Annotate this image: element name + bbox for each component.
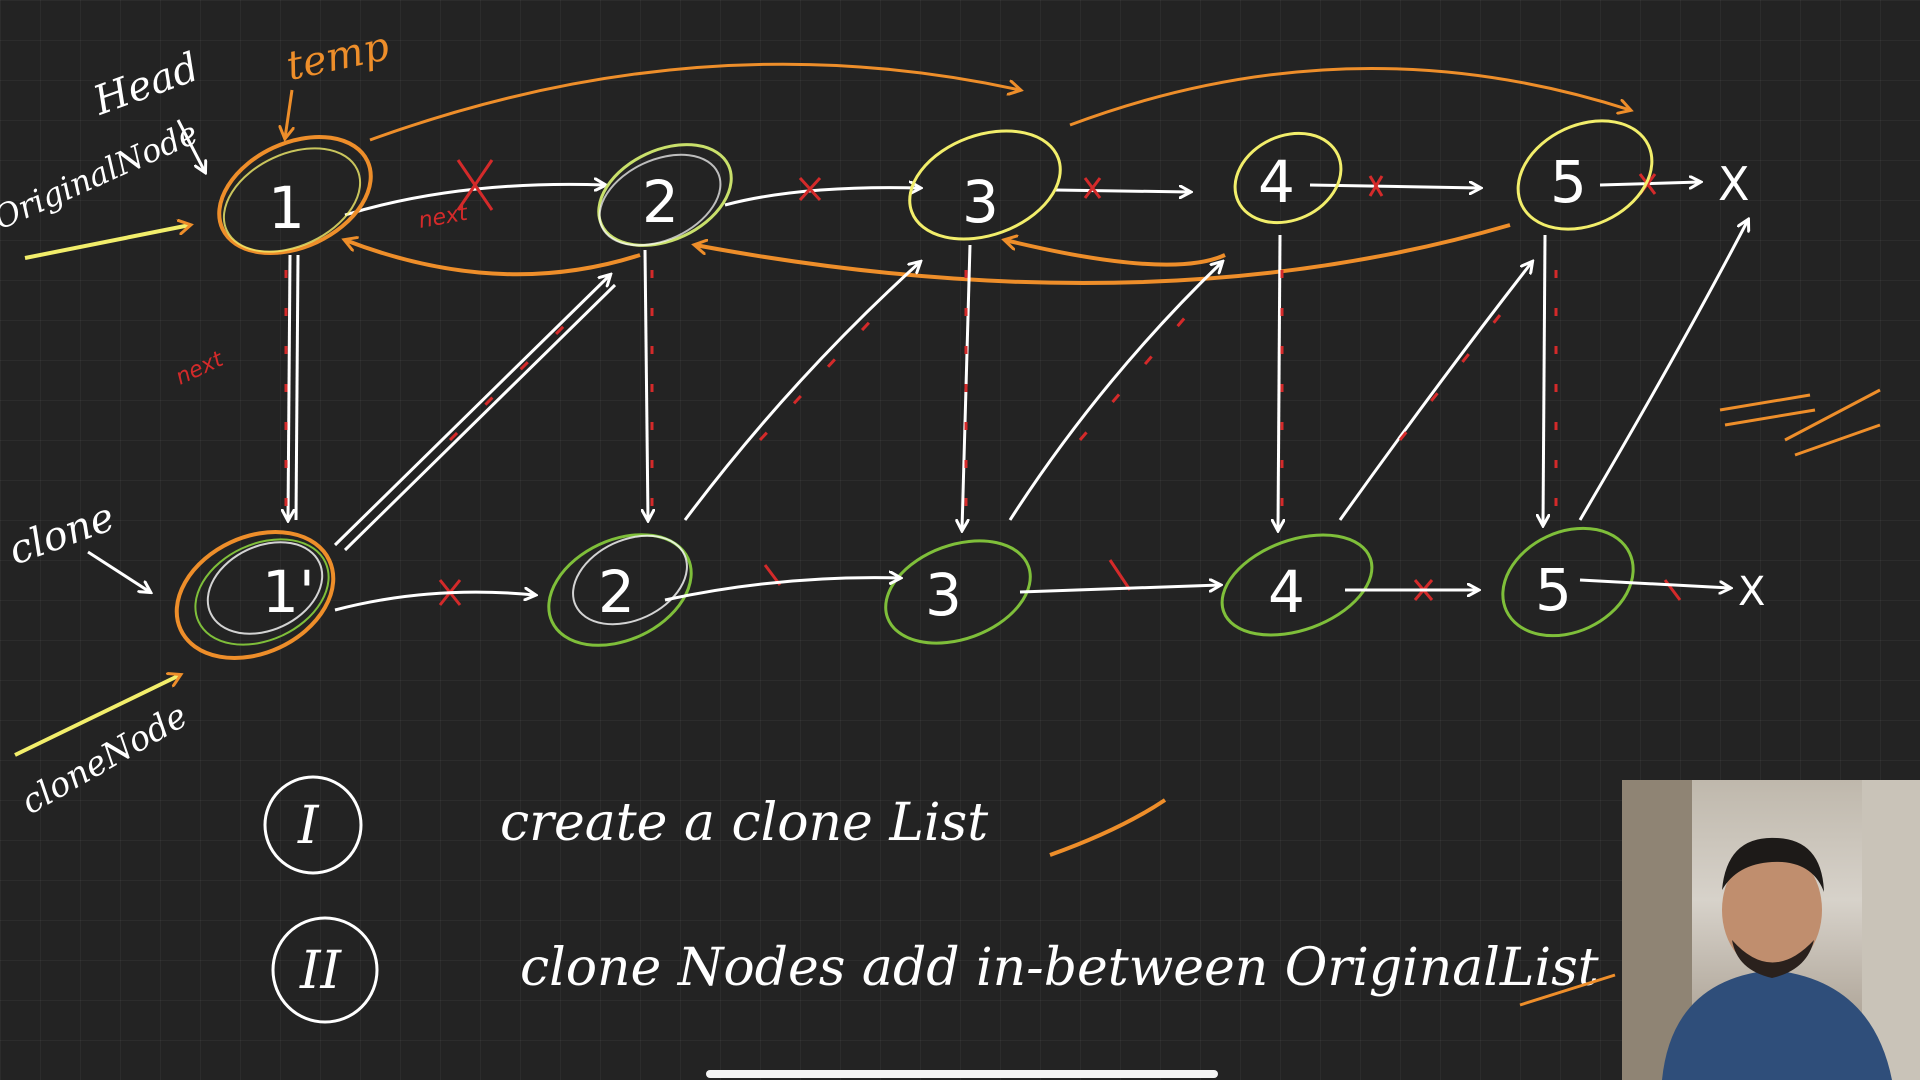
clone-node-3: 3 <box>884 539 1032 645</box>
orange-back-5-to-2 <box>695 223 1511 286</box>
step-1-check-mark <box>1049 798 1167 857</box>
webcam-overlay <box>1622 780 1920 1080</box>
orange-arc-3-to-5 <box>1069 67 1630 127</box>
step-1-numeral-circle <box>263 775 363 875</box>
original-node-2-label: 2 <box>642 168 679 236</box>
head-arrow <box>176 119 205 172</box>
clone-node-1-label: 1' <box>262 558 315 626</box>
original-node-3: 3 <box>908 129 1062 241</box>
original-node-1-label: 1 <box>268 174 305 242</box>
original-node-3-label: 3 <box>962 168 999 236</box>
red-dashes-diagonal <box>448 289 1522 442</box>
clone-node-2: 2 <box>547 533 693 647</box>
top-arrow-1-2 <box>344 184 605 217</box>
original-node-2: 2 <box>597 143 733 247</box>
original-node-5-label: 5 <box>1550 148 1587 216</box>
clone-node-arrow <box>14 675 180 757</box>
top-arrow-5-null <box>1599 182 1700 185</box>
step-1-text: create a clone List <box>500 793 988 853</box>
original-node-5: 5 <box>1516 119 1654 231</box>
step-2-text: clone Nodes add in-between OriginalList <box>520 938 1599 998</box>
clone-node-3-label: 3 <box>925 561 962 629</box>
orange-equivalence-marks <box>1719 388 1881 457</box>
original-node-arrow <box>24 225 190 260</box>
temp-label: temp <box>283 23 394 89</box>
original-node-1: 1 <box>217 134 373 256</box>
original-node-4-label: 4 <box>1258 148 1295 216</box>
clone-node-4-label: 4 <box>1268 558 1305 626</box>
top-null-marker: X <box>1718 157 1750 211</box>
clone-node-5-label: 5 <box>1535 556 1572 624</box>
clone-node-5: 5 <box>1501 526 1635 638</box>
bottom-row-next-arrows <box>334 578 1730 612</box>
vertical-arrows <box>288 234 1545 530</box>
temp-arrow <box>285 89 292 138</box>
top-row-next-arrows <box>344 182 1700 217</box>
diagonal-arrows <box>333 220 1748 552</box>
clone-arrow <box>87 550 150 592</box>
orange-back-2-to-1 <box>345 240 641 277</box>
orange-arc-1-to-3 <box>369 62 1020 142</box>
original-node-4: 4 <box>1233 131 1343 225</box>
head-label: Head <box>87 44 205 125</box>
clone-node-label: cloneNode <box>15 696 195 823</box>
step-2-numeral: II <box>299 941 343 1001</box>
person-icon <box>1622 780 1920 1080</box>
clone-node-2-label: 2 <box>598 558 635 626</box>
clone-node-4: 4 <box>1220 533 1374 637</box>
bottom-null-marker: X <box>1738 569 1765 615</box>
top-arrow-2-3 <box>724 188 920 207</box>
step-1-numeral: I <box>297 796 320 856</box>
step-2-underline <box>1519 973 1616 1007</box>
orange-back-4-to-3 <box>1005 240 1226 267</box>
step-2: II clone Nodes add in-between OriginalLi… <box>271 916 1616 1024</box>
next-label-side: next <box>172 346 228 390</box>
red-dashes-vertical <box>284 270 1558 510</box>
clone-node-1: 1' <box>174 530 336 660</box>
home-indicator-bar <box>706 1070 1218 1078</box>
step-2-numeral-circle <box>271 916 379 1024</box>
original-node-label: OriginalNode <box>0 113 203 237</box>
top-arrow-3-4 <box>1054 190 1190 192</box>
step-1: I create a clone List <box>263 775 1167 875</box>
